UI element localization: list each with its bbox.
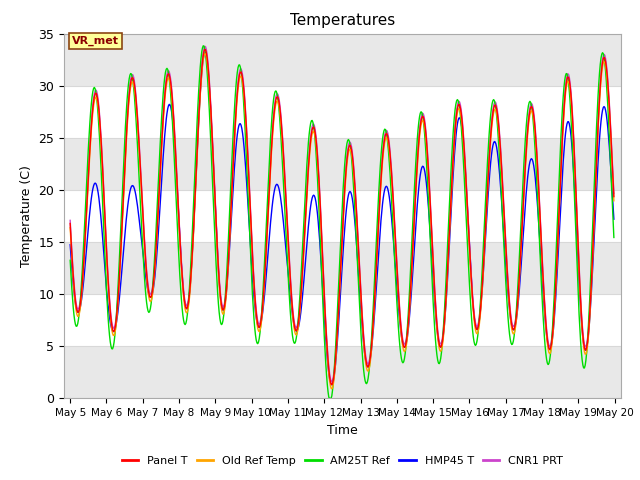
Line: CNR1 PRT: CNR1 PRT [70, 47, 614, 382]
CNR1 PRT [217, 292, 225, 298]
CNR1 PRT [610, 191, 618, 196]
Old Ref Temp [201, 51, 209, 57]
HMP45 T [328, 382, 335, 387]
HMP45 T [426, 217, 433, 223]
AM25T Ref [200, 43, 207, 48]
Panel T [188, 269, 195, 275]
Panel T [132, 96, 140, 101]
HMP45 T [217, 296, 225, 302]
CNR1 PRT [132, 93, 140, 98]
Old Ref Temp [67, 225, 74, 230]
Legend: Panel T, Old Ref Temp, AM25T Ref, HMP45 T, CNR1 PRT: Panel T, Old Ref Temp, AM25T Ref, HMP45 … [117, 451, 568, 470]
Panel T [610, 194, 618, 200]
Panel T [76, 303, 84, 309]
AM25T Ref [426, 217, 433, 223]
Panel T [426, 184, 433, 190]
Old Ref Temp [132, 100, 140, 106]
Panel T [67, 221, 74, 227]
X-axis label: Time: Time [327, 424, 358, 437]
Title: Temperatures: Temperatures [290, 13, 395, 28]
Line: Panel T: Panel T [70, 49, 614, 384]
AM25T Ref [217, 320, 225, 326]
HMP45 T [201, 50, 209, 56]
Y-axis label: Temperature (C): Temperature (C) [20, 165, 33, 267]
Panel T [201, 47, 209, 52]
CNR1 PRT [328, 379, 335, 384]
Text: VR_met: VR_met [72, 36, 119, 46]
Bar [64, 242, 621, 294]
Old Ref Temp [426, 188, 433, 194]
Panel T [410, 231, 417, 237]
AM25T Ref [67, 257, 74, 263]
Line: Old Ref Temp: Old Ref Temp [70, 54, 614, 389]
Line: AM25T Ref: AM25T Ref [70, 46, 614, 398]
Bar [64, 34, 621, 86]
CNR1 PRT [67, 217, 74, 223]
AM25T Ref [188, 254, 195, 260]
CNR1 PRT [410, 228, 417, 234]
Old Ref Temp [217, 300, 225, 305]
CNR1 PRT [76, 300, 84, 306]
Old Ref Temp [610, 198, 618, 204]
AM25T Ref [410, 204, 417, 210]
HMP45 T [67, 242, 74, 248]
CNR1 PRT [201, 44, 209, 49]
AM25T Ref [132, 116, 140, 121]
HMP45 T [76, 306, 84, 312]
HMP45 T [610, 216, 618, 222]
Line: HMP45 T: HMP45 T [70, 53, 614, 384]
Bar [64, 138, 621, 190]
HMP45 T [132, 193, 140, 199]
AM25T Ref [76, 302, 84, 308]
CNR1 PRT [426, 180, 433, 186]
Old Ref Temp [188, 274, 195, 279]
Panel T [328, 382, 335, 387]
Old Ref Temp [76, 307, 84, 313]
Old Ref Temp [328, 386, 335, 392]
CNR1 PRT [188, 266, 195, 272]
Old Ref Temp [410, 236, 417, 241]
Panel T [217, 296, 225, 301]
HMP45 T [410, 258, 417, 264]
AM25T Ref [610, 235, 618, 240]
AM25T Ref [326, 396, 333, 401]
Bar [64, 346, 621, 398]
HMP45 T [188, 270, 195, 276]
